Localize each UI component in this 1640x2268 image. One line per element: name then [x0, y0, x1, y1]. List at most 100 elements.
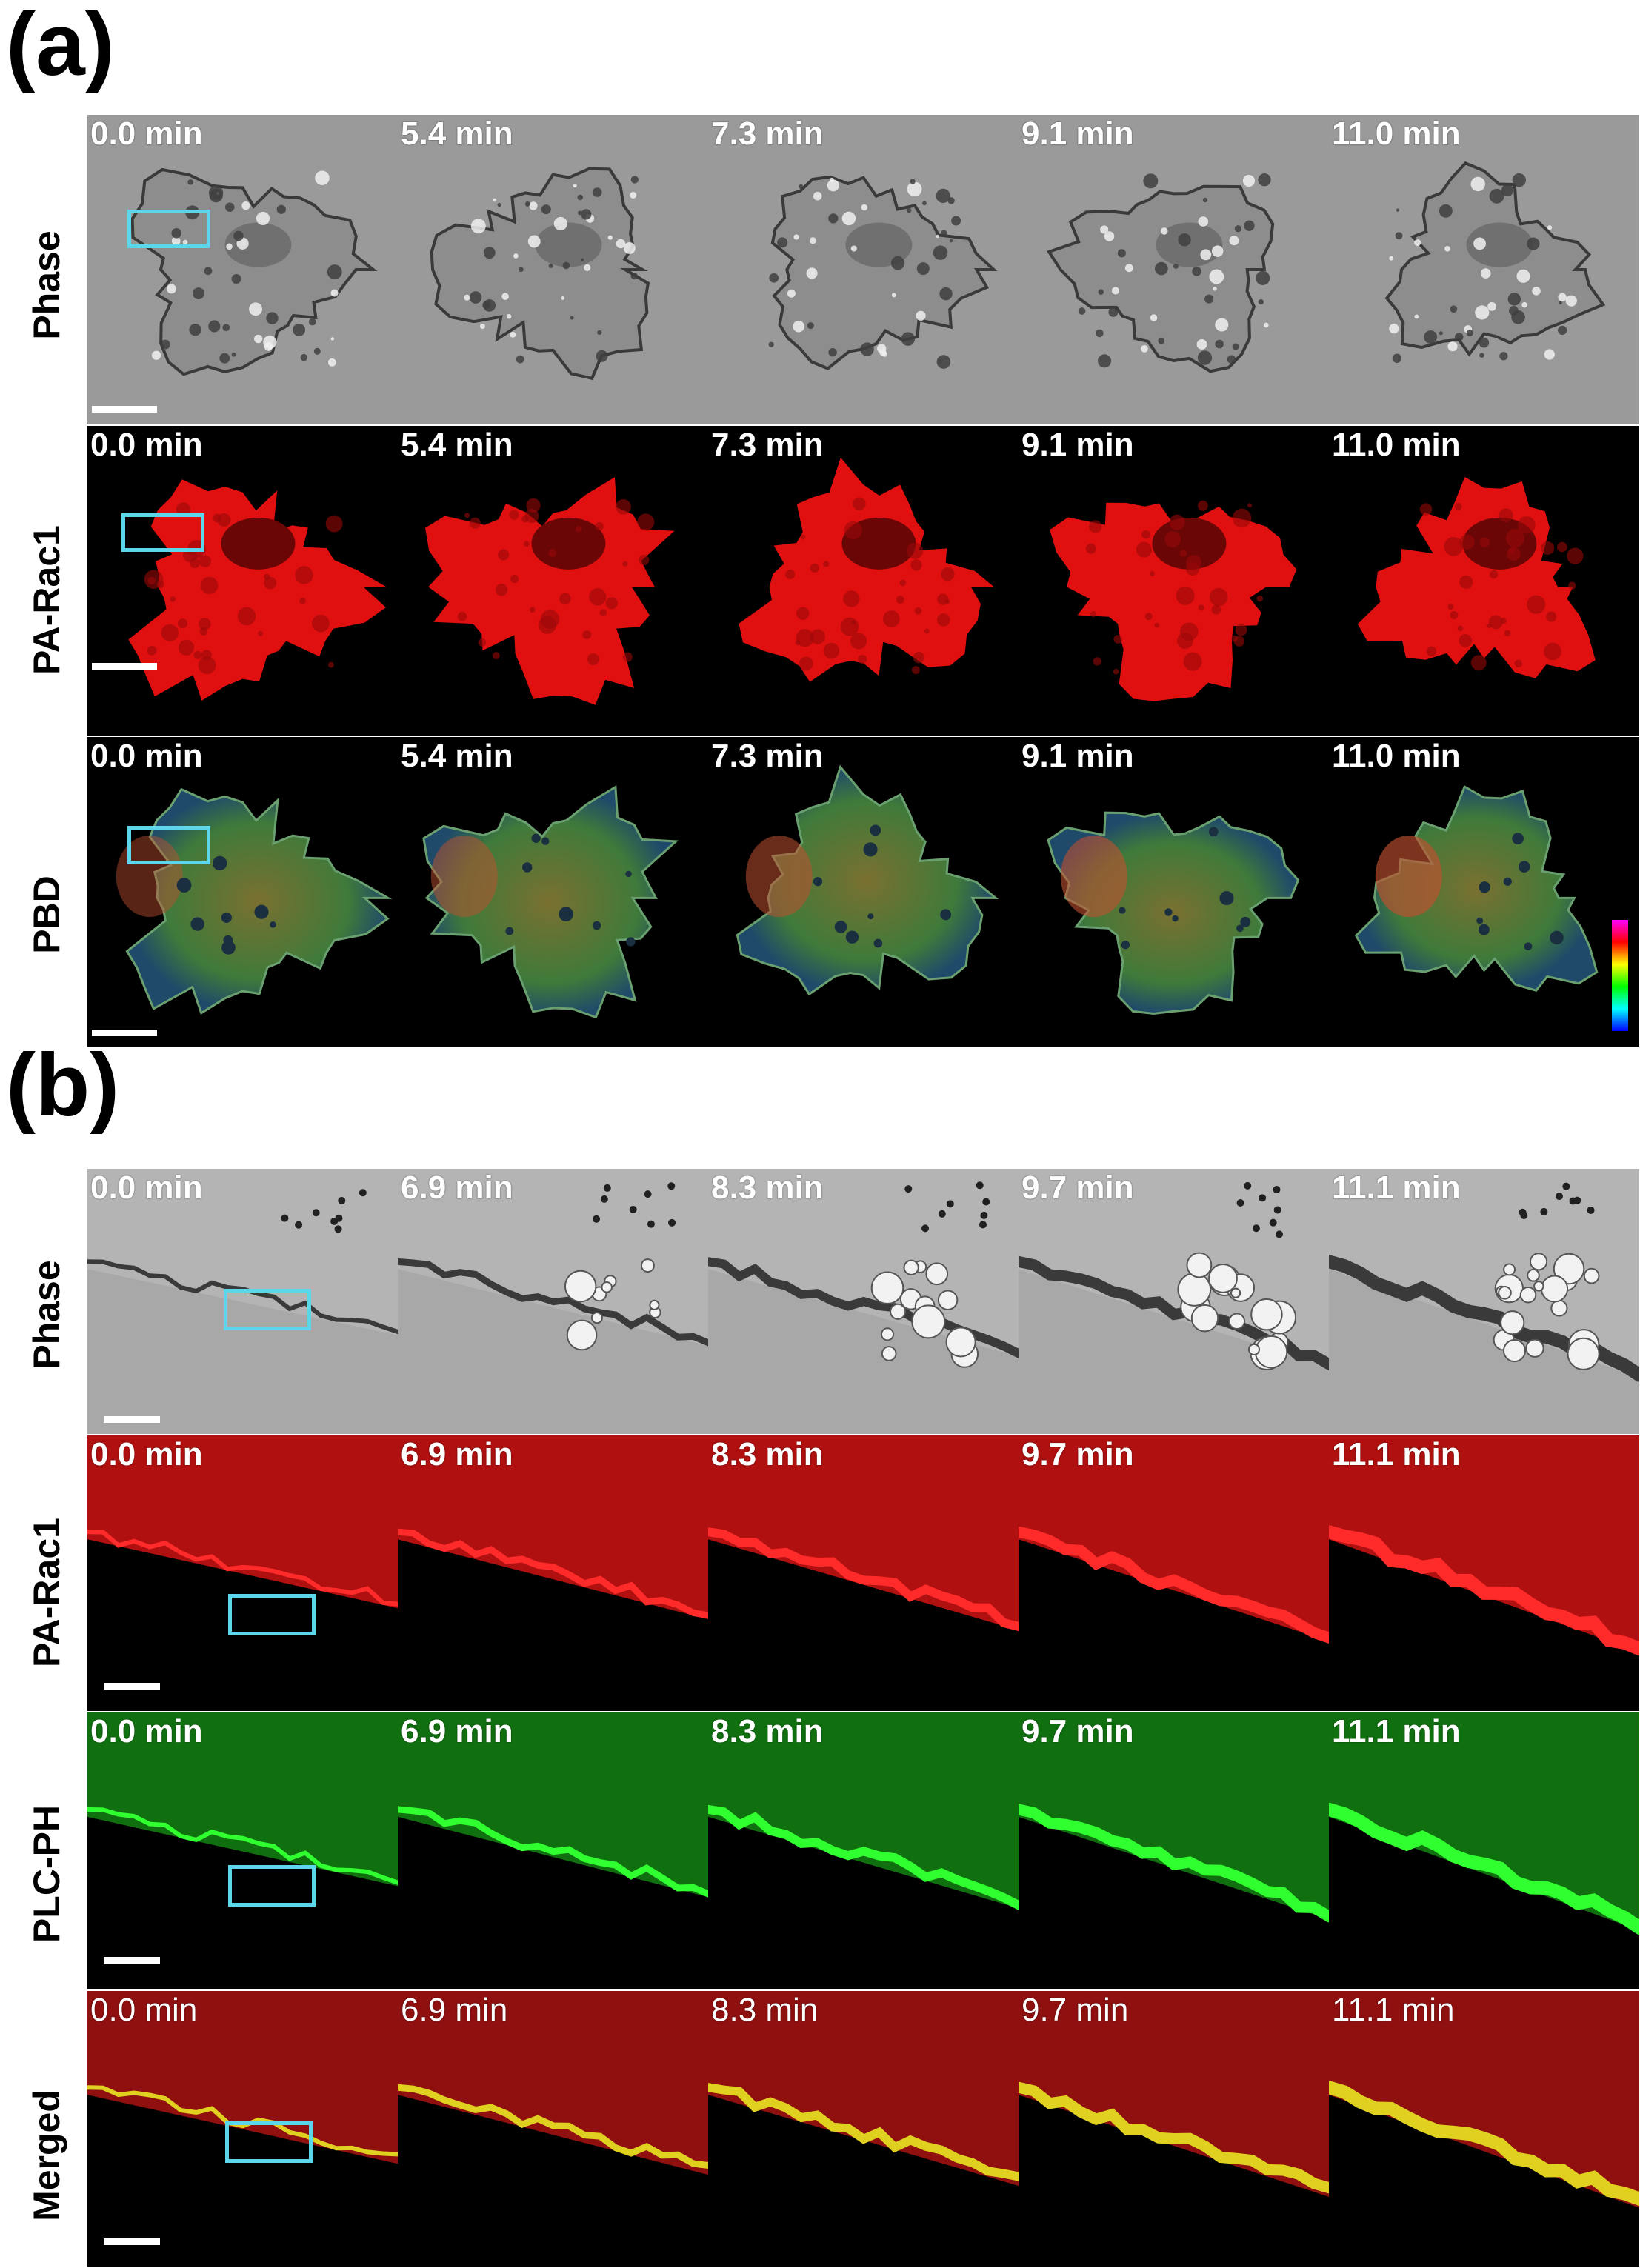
time-label: 11.1 min: [1332, 1436, 1461, 1472]
time-label: 8.3 min: [711, 1992, 819, 2028]
panel-a-tile-red-4: 11.0 min: [1329, 426, 1639, 736]
panel-b-row-label-pa-rac1: PA-Rac1: [26, 1518, 67, 1667]
panel-a-row-label-pa-rac1: PA-Rac1: [26, 525, 67, 675]
time-label: 0.0 min: [90, 1170, 203, 1206]
scale-bar: [92, 1030, 157, 1036]
panel-b-tile-green2-2: 8.3 min: [708, 1712, 1019, 1989]
panel-a-letter: (a): [6, 0, 115, 94]
micrograph-image: [87, 1169, 398, 1434]
panel-a-tile-pbd-3: 9.1 min: [1019, 737, 1329, 1047]
time-label: 0.0 min: [90, 427, 203, 463]
time-label: 6.9 min: [401, 1170, 513, 1206]
micrograph-image: [708, 1712, 1019, 1989]
roi-box: [224, 1289, 311, 1330]
time-label: 5.4 min: [401, 427, 513, 463]
micrograph-image: [398, 1435, 708, 1711]
scale-bar: [104, 1416, 160, 1423]
time-label: 7.3 min: [711, 427, 824, 463]
time-label: 9.1 min: [1021, 738, 1134, 774]
panel-b-tile-merged2-2: 8.3 min: [708, 1991, 1019, 2267]
panel-b-tile-merged2-3: 9.7 min: [1019, 1991, 1329, 2267]
scale-bar: [92, 663, 157, 670]
scale-bar: [104, 2238, 160, 2245]
time-label: 7.3 min: [711, 116, 824, 152]
time-label: 0.0 min: [90, 1992, 198, 2028]
panel-a-tile-phase-1: 5.4 min: [398, 115, 708, 424]
panel-b-tile-green2-0: 0.0 min: [87, 1712, 398, 1989]
panel-b-letter: (b): [6, 1035, 120, 1135]
panel-b-tile-red2-4: 11.1 min: [1329, 1435, 1639, 1711]
panel-b-row-label-merged: Merged: [26, 2089, 67, 2221]
roi-box: [127, 826, 210, 864]
roi-box: [228, 1594, 316, 1635]
time-label: 6.9 min: [401, 1713, 513, 1750]
panel-b-tile-green2-4: 11.1 min: [1329, 1712, 1639, 1989]
panel-b-row-label-plc-ph: PLC-PH: [26, 1804, 67, 1944]
panel-b-tile-merged2-0: 0.0 min: [87, 1991, 398, 2267]
panel-a-tile-phase-0: 0.0 min: [87, 115, 398, 424]
micrograph-image: [87, 1712, 398, 1989]
micrograph-image: [87, 737, 398, 1047]
time-label: 11.1 min: [1332, 1713, 1461, 1750]
panel-a-tile-phase-2: 7.3 min: [708, 115, 1019, 424]
panel-b-tile-merged2-4: 11.1 min: [1329, 1991, 1639, 2267]
micrograph-image: [708, 1991, 1019, 2267]
time-label: 5.4 min: [401, 116, 513, 152]
micrograph-image: [87, 426, 398, 736]
micrograph-image: [398, 1169, 708, 1434]
time-label: 8.3 min: [711, 1713, 824, 1750]
time-label: 9.7 min: [1021, 1170, 1134, 1206]
micrograph-image: [398, 1991, 708, 2267]
micrograph-image: [1019, 1169, 1329, 1434]
time-label: 11.1 min: [1332, 1992, 1455, 2028]
panel-b-tile-phase2-1: 6.9 min: [398, 1169, 708, 1434]
micrograph-image: [1329, 1712, 1639, 1989]
panel-a-tile-pbd-2: 7.3 min: [708, 737, 1019, 1047]
roi-box: [121, 513, 204, 552]
micrograph-image: [398, 426, 708, 736]
time-label: 11.1 min: [1332, 1170, 1461, 1206]
time-label: 9.1 min: [1021, 116, 1134, 152]
scale-bar: [104, 1957, 160, 1964]
panel-a-tile-red-2: 7.3 min: [708, 426, 1019, 736]
micrograph-image: [1329, 1991, 1639, 2267]
panel-b-row-label-phase: Phase: [26, 1260, 67, 1370]
time-label: 6.9 min: [401, 1992, 508, 2028]
time-label: 8.3 min: [711, 1170, 824, 1206]
panel-b-tile-green2-3: 9.7 min: [1019, 1712, 1329, 1989]
micrograph-image: [1329, 1435, 1639, 1711]
panel-b-tile-merged2-1: 6.9 min: [398, 1991, 708, 2267]
panel-a-tile-pbd-4: 11.0 min: [1329, 737, 1639, 1047]
time-label: 9.7 min: [1021, 1713, 1134, 1750]
time-label: 6.9 min: [401, 1436, 513, 1472]
micrograph-image: [708, 115, 1019, 424]
panel-b-tile-red2-2: 8.3 min: [708, 1435, 1019, 1711]
micrograph-image: [708, 1435, 1019, 1711]
time-label: 0.0 min: [90, 1436, 203, 1472]
panel-b-tile-red2-1: 6.9 min: [398, 1435, 708, 1711]
panel-a-tile-phase-4: 11.0 min: [1329, 115, 1639, 424]
panel-a-tile-pbd-1: 5.4 min: [398, 737, 708, 1047]
panel-a-tile-red-3: 9.1 min: [1019, 426, 1329, 736]
micrograph-image: [398, 115, 708, 424]
panel-b-tile-green2-1: 6.9 min: [398, 1712, 708, 1989]
micrograph-image: [1329, 1169, 1639, 1434]
time-label: 0.0 min: [90, 1713, 203, 1750]
micrograph-image: [87, 115, 398, 424]
time-label: 8.3 min: [711, 1436, 824, 1472]
panel-b-tile-phase2-0: 0.0 min: [87, 1169, 398, 1434]
roi-box: [127, 210, 210, 248]
time-label: 9.7 min: [1021, 1992, 1129, 2028]
micrograph-image: [708, 1169, 1019, 1434]
time-label: 5.4 min: [401, 738, 513, 774]
time-label: 11.0 min: [1332, 427, 1461, 463]
time-label: 0.0 min: [90, 738, 203, 774]
micrograph-image: [1329, 426, 1639, 736]
micrograph-image: [1019, 1435, 1329, 1711]
panel-b-tile-phase2-4: 11.1 min: [1329, 1169, 1639, 1434]
pbd-intensity-colorbar: [1612, 920, 1628, 1031]
time-label: 7.3 min: [711, 738, 824, 774]
micrograph-image: [1019, 737, 1329, 1047]
micrograph-image: [1019, 1712, 1329, 1989]
micrograph-image: [708, 737, 1019, 1047]
